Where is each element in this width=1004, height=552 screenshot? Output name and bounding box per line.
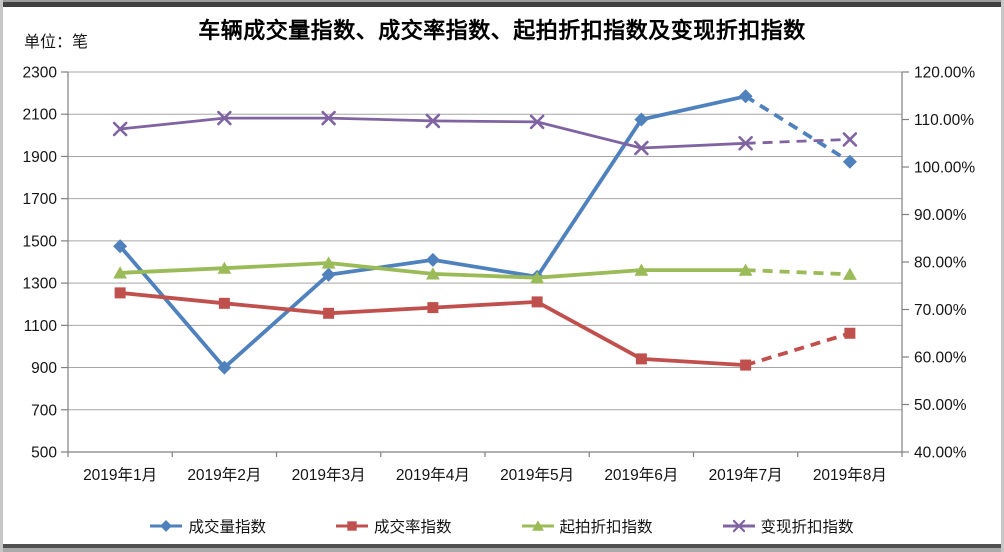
y-left-tick-label: 2100 — [23, 107, 58, 124]
marker-diamond — [738, 89, 753, 104]
chart-title: 车辆成交量指数、成交率指数、起拍折扣指数及变现折扣指数 — [198, 18, 806, 43]
axis-unit-label: 单位：笔 — [24, 34, 89, 51]
y-left-tick-label: 1700 — [23, 191, 58, 208]
marker-square — [740, 359, 752, 371]
marker-x — [425, 113, 441, 129]
legend-item: 起拍折扣指数 — [521, 515, 653, 537]
y-right-tick-label: 70.00% — [914, 302, 967, 319]
y-right-tick-label: 50.00% — [914, 397, 967, 414]
series-diamond — [113, 89, 857, 375]
series-line-dashed-forecast — [745, 331, 851, 367]
x-tick-label: 2019年3月 — [292, 466, 366, 484]
marker-triangle — [217, 261, 232, 274]
legend-label: 成交量指数 — [188, 519, 266, 536]
y-left-tick-label: 2300 — [23, 65, 58, 82]
marker-diamond — [160, 520, 173, 532]
marker-x — [732, 519, 745, 533]
chart-legend: 成交量指数 成交率指数 起拍折扣指数 变现折扣指数 — [0, 511, 1004, 541]
marker-diamond — [321, 267, 336, 282]
y-left-tick-label: 500 — [31, 445, 57, 462]
legend-marker-x-icon — [722, 519, 755, 533]
marker-x — [112, 121, 128, 137]
marker-diamond — [842, 154, 857, 169]
marker-triangle — [843, 267, 857, 280]
series-square — [114, 287, 856, 371]
series-line-dashed-forecast — [744, 94, 851, 164]
y-left-tick-label: 1500 — [23, 233, 58, 250]
marker-triangle — [426, 267, 440, 280]
left-edge-border — [0, 0, 3, 552]
marker-square — [427, 302, 439, 314]
y-right-tick-label: 110.00% — [914, 112, 974, 129]
marker-triangle — [113, 266, 127, 279]
x-tick-label: 2019年6月 — [604, 466, 678, 484]
legend-item: 变现折扣指数 — [722, 515, 854, 537]
series-x — [112, 110, 858, 156]
legend-item: 成交量指数 — [150, 515, 266, 537]
marker-x — [321, 110, 336, 126]
y-right-tick-label: 40.00% — [914, 445, 967, 462]
marker-triangle — [530, 271, 544, 284]
y-axis-left-labels: 500 700 900 1100 1300 1500 1700 1900 2100 2300 — [23, 65, 58, 462]
y-right-tick-label: 100.00% — [914, 160, 975, 177]
legend-marker-diamond-icon — [150, 520, 183, 532]
y-left-tick-label: 1100 — [24, 318, 58, 335]
right-edge-border — [1001, 0, 1004, 552]
y-left-tick-label: 900 — [31, 360, 57, 377]
x-tick-label: 2019年2月 — [187, 466, 261, 484]
marker-triangle — [321, 256, 336, 269]
top-border — [0, 0, 1004, 7]
series-line-dashed-forecast — [745, 138, 850, 145]
x-tick-label: 2019年1月 — [83, 466, 157, 484]
legend-marker-triangle-icon — [521, 520, 554, 531]
series-triangle — [113, 256, 857, 284]
x-tick-label: 2019年5月 — [500, 466, 574, 484]
x-tick-label: 2019年8月 — [813, 466, 887, 484]
bottom-edge-border — [0, 547, 1004, 552]
legend-label: 成交率指数 — [373, 519, 452, 536]
axes — [61, 71, 909, 457]
y-left-tick-label: 1300 — [23, 276, 58, 293]
marker-diamond — [217, 360, 232, 375]
series-line-dashed-forecast — [745, 268, 850, 277]
y-axis-right-labels: 40.00% 50.00% 60.00% 70.00% 80.00% 90.00% 100.… — [914, 65, 975, 462]
marker-diamond — [425, 252, 440, 267]
marker-square — [218, 297, 230, 309]
x-tick-label: 2019年4月 — [396, 466, 470, 484]
y-left-tick-label: 1900 — [23, 149, 58, 166]
marker-x — [842, 132, 858, 147]
marker-square — [531, 296, 543, 308]
y-right-tick-label: 120.00% — [914, 65, 975, 82]
bottom-border — [0, 544, 1004, 548]
marker-x — [217, 110, 232, 126]
y-right-tick-label: 80.00% — [914, 255, 967, 272]
marker-triangle — [634, 263, 649, 276]
marker-square — [635, 353, 647, 365]
marker-square — [323, 307, 335, 319]
marker-triangle — [531, 520, 544, 531]
marker-square — [844, 327, 856, 339]
series-line-solid — [118, 94, 747, 370]
marker-square — [347, 521, 357, 531]
y-left-tick-label: 700 — [31, 402, 57, 419]
y-right-tick-label: 60.00% — [914, 350, 967, 367]
x-axis-labels: 2019年1月 2019年2月 2019年3月 2019年4月 2019年5月 2019年… — [83, 466, 887, 484]
legend-item: 成交率指数 — [335, 515, 452, 537]
legend-label: 变现折扣指数 — [760, 519, 854, 536]
marker-x — [634, 140, 649, 156]
legend-label: 起拍折扣指数 — [559, 519, 653, 536]
marker-x — [738, 135, 753, 151]
marker-diamond — [113, 239, 128, 254]
marker-diamond — [634, 112, 649, 127]
marker-x — [529, 114, 545, 130]
marker-square — [114, 287, 126, 299]
gridlines — [68, 71, 902, 411]
y-right-tick-label: 90.00% — [914, 207, 967, 224]
x-tick-label: 2019年7月 — [709, 466, 783, 484]
legend-marker-square-icon — [335, 521, 368, 531]
marker-triangle — [738, 263, 753, 276]
